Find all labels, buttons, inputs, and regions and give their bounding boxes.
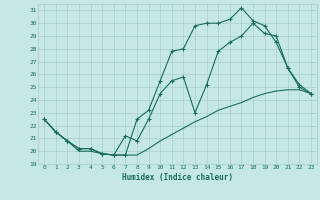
X-axis label: Humidex (Indice chaleur): Humidex (Indice chaleur) <box>122 173 233 182</box>
